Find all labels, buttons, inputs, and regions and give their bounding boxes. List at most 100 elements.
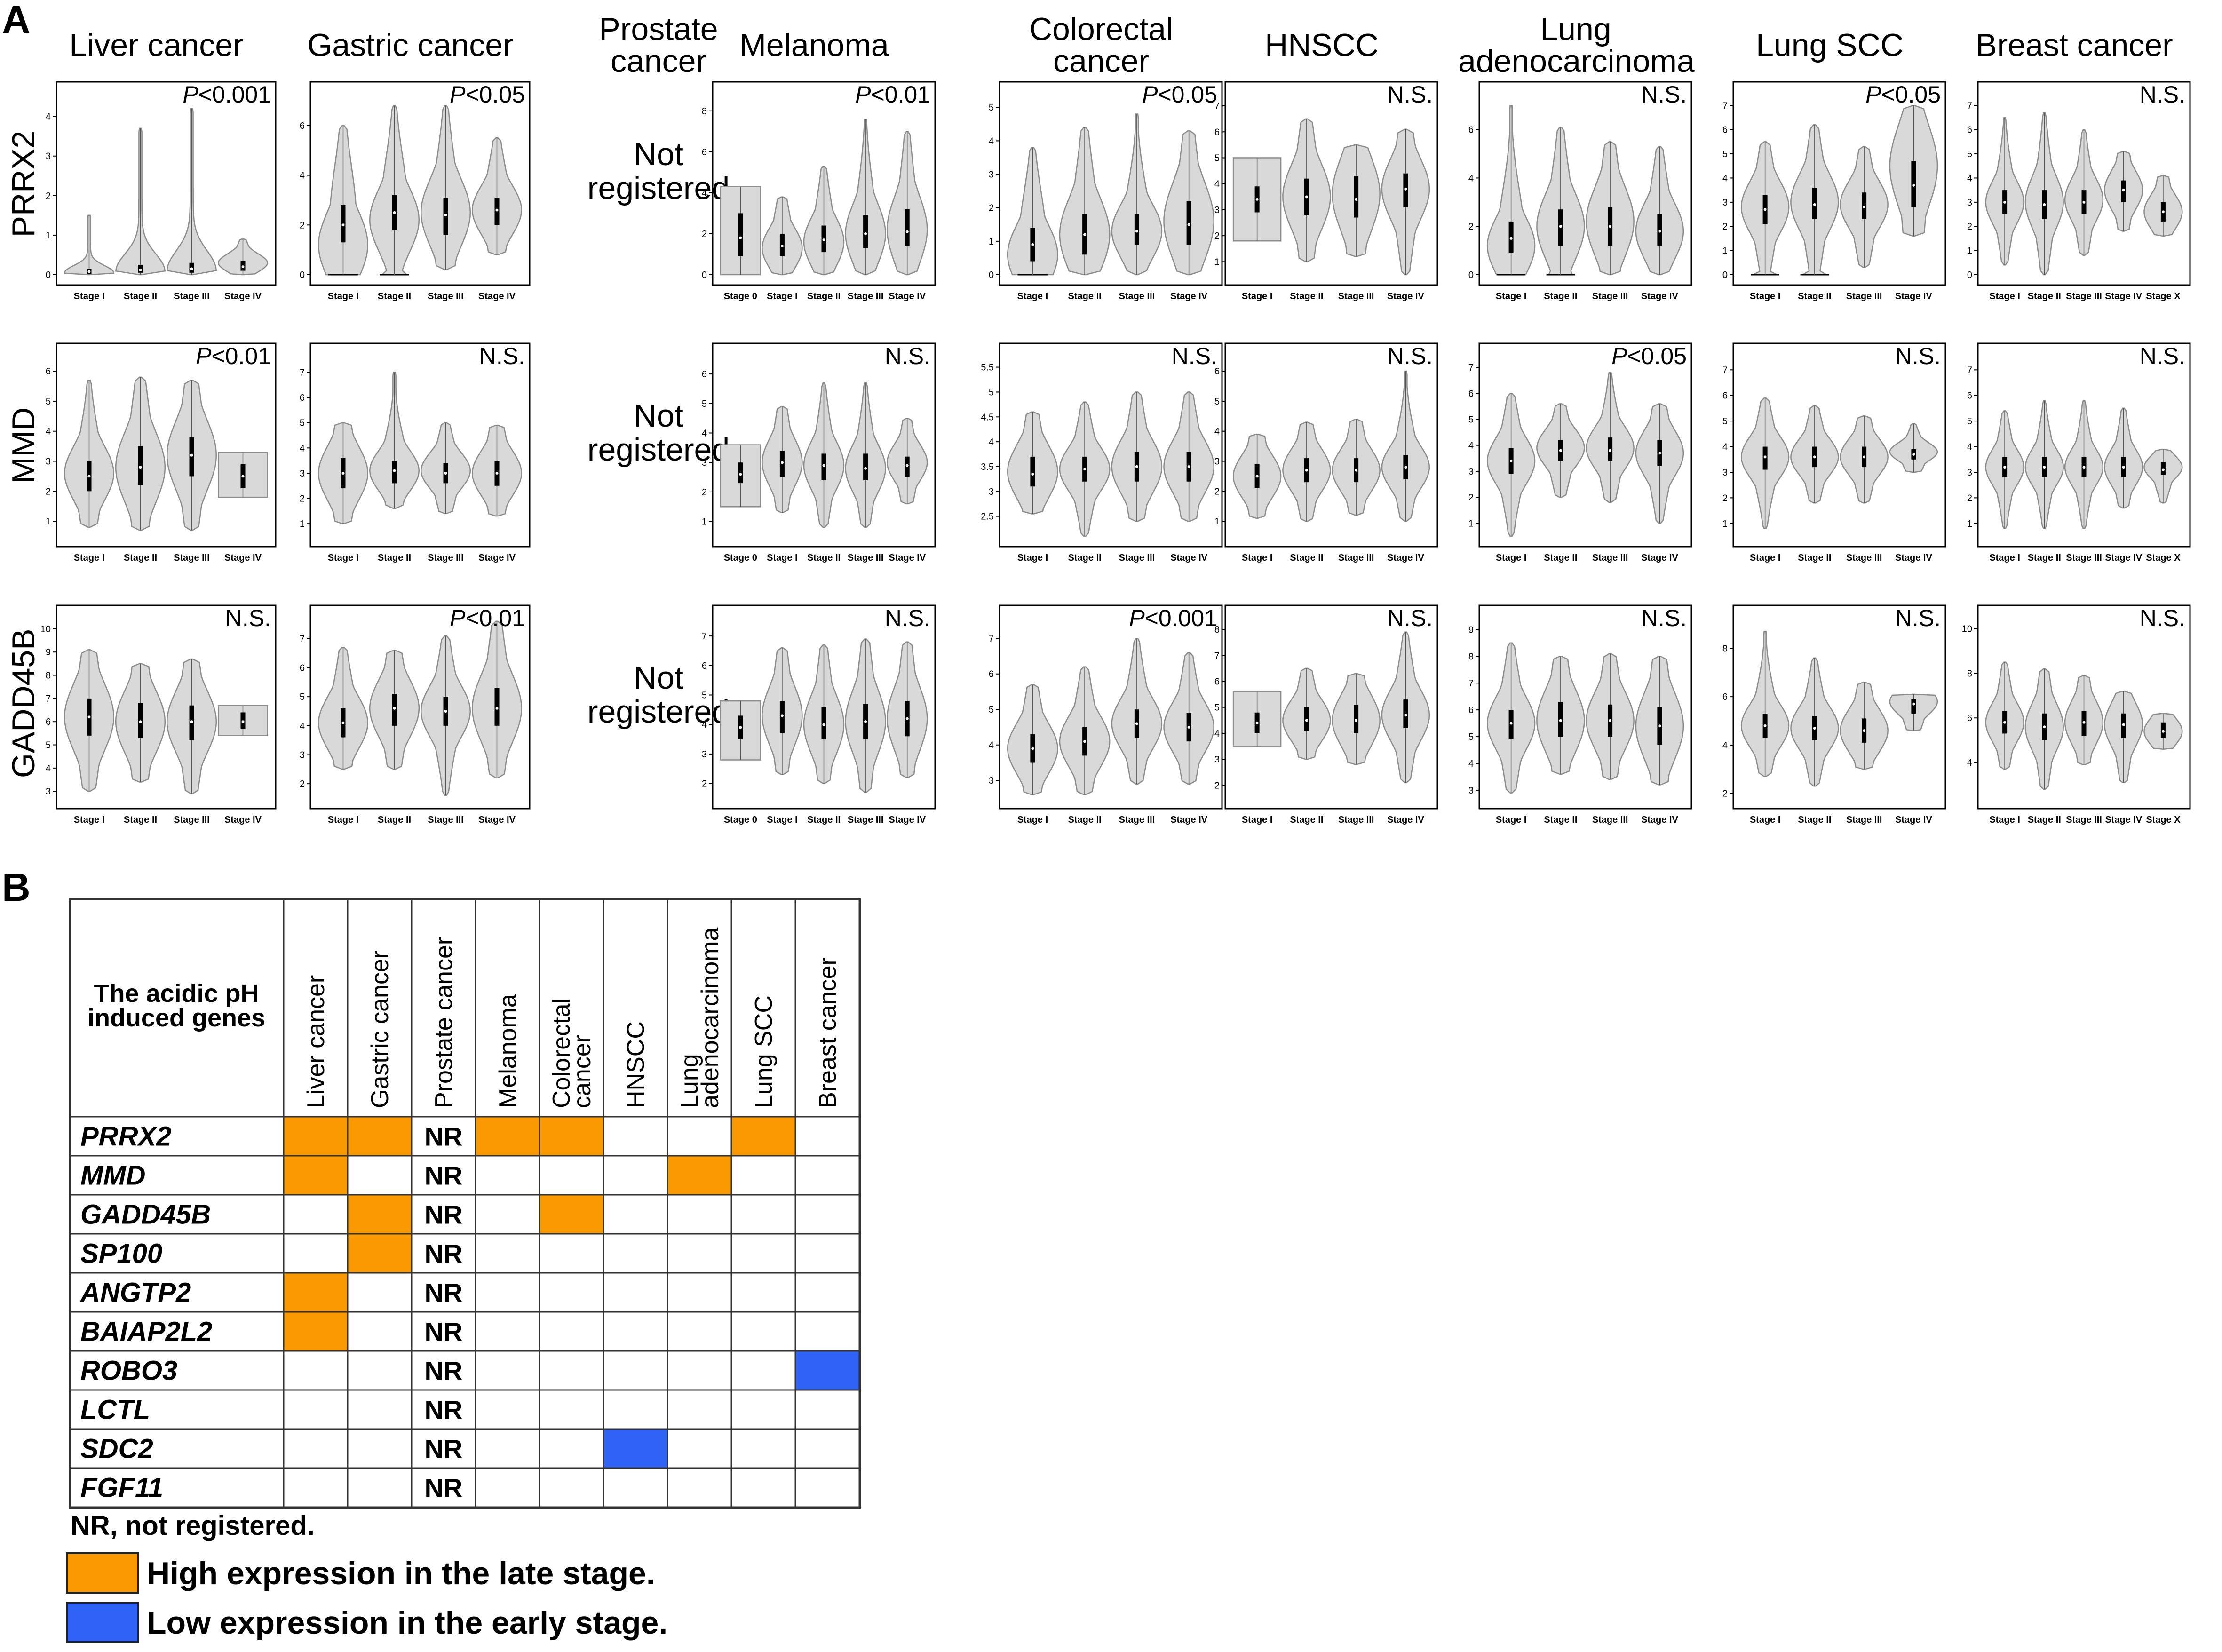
violin-median	[1509, 722, 1513, 725]
violin-median	[1658, 230, 1661, 233]
table-gene-name: SDC2	[80, 1434, 153, 1464]
y-tick-label: 2	[1967, 493, 1972, 503]
y-tick-label: 4	[1722, 740, 1728, 751]
violin-plot: 2 3 4 5 6 7 Stage I Stage II Stage III Stage IV P<…	[300, 604, 531, 825]
cancer-title: Liver cancer	[35, 29, 278, 61]
y-tick-label: 3	[1214, 457, 1220, 467]
y-tick-label: 7	[1214, 651, 1220, 661]
violin-median	[495, 471, 499, 475]
x-tick-label: Stage IV	[2105, 291, 2143, 302]
y-tick-label: 5	[1214, 397, 1220, 407]
y-tick-label: 1	[1722, 246, 1728, 256]
legend-low-swatch	[66, 1602, 139, 1643]
violin-plot: 0 2 4 6 8 Stage 0 Stage I Stage II Stage III Stag…	[702, 81, 936, 302]
cell-not-registered: NR	[425, 1278, 463, 1308]
violin-median	[905, 464, 909, 467]
violin-plot: 3 4 5 6 7 8 9 Stage I Stage II Stage III Stage IV N…	[1468, 604, 1692, 825]
violin-median	[393, 707, 396, 710]
y-tick-label: 4	[300, 443, 305, 453]
x-tick-label: Stage III	[2066, 815, 2102, 825]
x-tick-label: Stage I	[1750, 553, 1781, 563]
cell-not-registered: NR	[425, 1239, 463, 1269]
p-value-label: N.S.	[2140, 605, 2185, 631]
y-tick-label: 5	[1214, 703, 1220, 713]
p-value-text: N.S.	[479, 343, 525, 369]
violin-median	[1255, 198, 1259, 201]
not-registered-line: Not	[634, 660, 683, 696]
violin-median	[1187, 465, 1190, 468]
y-tick-label: 6	[46, 717, 51, 727]
summary-table: NR NR NR NR NR NR NR NR NR NR The acidic pHinduced…	[69, 898, 861, 1509]
y-tick-label: 7	[1967, 101, 1972, 111]
violin-median	[1031, 747, 1034, 750]
x-tick-label: Stage III	[1592, 815, 1628, 825]
violin-median	[1863, 729, 1866, 732]
violin-median	[1255, 721, 1259, 724]
p-value-label: P<0.05	[450, 81, 525, 108]
violin-median	[1083, 740, 1087, 743]
y-tick-label: 1	[1967, 246, 1972, 256]
x-tick-label: Stage 0	[724, 815, 757, 825]
x-tick-label: Stage I	[328, 815, 359, 825]
plot-frame	[1478, 81, 1692, 286]
x-tick-label: Stage IV	[1170, 815, 1208, 825]
violin-iqr-box	[905, 209, 910, 246]
y-tick-label: 7	[1468, 363, 1474, 373]
cancer-title-line: Lung SCC	[1756, 27, 1904, 63]
plot-frame	[309, 81, 531, 286]
table-column-header: Prostate cancer	[430, 937, 458, 1108]
y-tick-label: 6	[1468, 125, 1474, 135]
y-tick-label: 6	[1722, 391, 1728, 401]
cancer-title-line: Melanoma	[739, 27, 889, 63]
violin-plot: 4 6 8 10 Stage I Stage II Stage III Stage IV Sta…	[1962, 604, 2191, 825]
violin-median	[2161, 730, 2165, 733]
cell-low-expression	[603, 1429, 667, 1468]
y-tick-label: 7	[702, 631, 707, 642]
y-tick-label: 6	[300, 663, 305, 674]
x-tick-label: Stage IV	[1641, 815, 1679, 825]
violin-iqr-box	[779, 451, 785, 477]
y-tick-label: 7	[989, 634, 994, 644]
y-tick-label: 3	[1468, 786, 1474, 796]
y-tick-label: 4	[989, 136, 994, 146]
cancer-title-line: Gastric cancer	[307, 27, 514, 63]
y-tick-label: 2	[702, 779, 707, 789]
y-tick-label: 4	[46, 763, 51, 774]
y-tick-label: 4	[300, 721, 305, 731]
p-value-text: N.S.	[1387, 605, 1433, 631]
plot-frame	[309, 604, 531, 810]
y-tick-label: 6	[702, 661, 707, 671]
y-tick-label: 4	[1214, 729, 1220, 739]
x-tick-label: Stage II	[1290, 553, 1323, 563]
table-gene-name: ROBO3	[80, 1356, 177, 1386]
plot-frame	[1224, 342, 1438, 548]
y-tick-label: 5	[702, 399, 707, 409]
cell-high-expression	[348, 1195, 412, 1234]
y-tick-label: 8	[1967, 668, 1972, 679]
y-tick-label: 3	[1214, 205, 1220, 215]
x-tick-label: Stage II	[124, 553, 157, 563]
plot-frame	[56, 81, 277, 286]
violin-iqr-box	[1134, 214, 1139, 245]
x-tick-label: Stage IV	[1895, 553, 1933, 563]
table-gene-name: MMD	[80, 1160, 146, 1191]
x-tick-label: Stage IV	[1387, 815, 1425, 825]
y-tick-label: 0	[702, 270, 707, 280]
y-tick-label: 2	[702, 229, 707, 239]
violin-median	[1305, 195, 1308, 199]
x-tick-label: Stage II	[1798, 815, 1831, 825]
y-tick-label: 3	[1967, 198, 1972, 208]
plot-frame	[1478, 604, 1692, 810]
x-tick-label: Stage I	[328, 553, 359, 563]
violin-plot: 1 2 3 4 5 6 Stage 0 Stage I Stage II Stage III Sta…	[702, 342, 936, 563]
y-tick-label: 1	[1967, 519, 1972, 529]
y-tick-label: 4	[1468, 173, 1474, 183]
y-tick-label: 5	[1468, 732, 1474, 742]
x-tick-label: Stage IV	[224, 815, 262, 825]
violin-plot: 2 4 6 8 Stage I Stage II Stage III Stage IV N.S.	[1722, 604, 1946, 825]
p-value-label: N.S.	[1387, 343, 1433, 369]
y-tick-label: 2	[1967, 222, 1972, 232]
x-tick-label: Stage III	[428, 815, 464, 825]
cell-not-registered: NR	[425, 1161, 463, 1191]
p-value-label: N.S.	[1895, 605, 1941, 631]
